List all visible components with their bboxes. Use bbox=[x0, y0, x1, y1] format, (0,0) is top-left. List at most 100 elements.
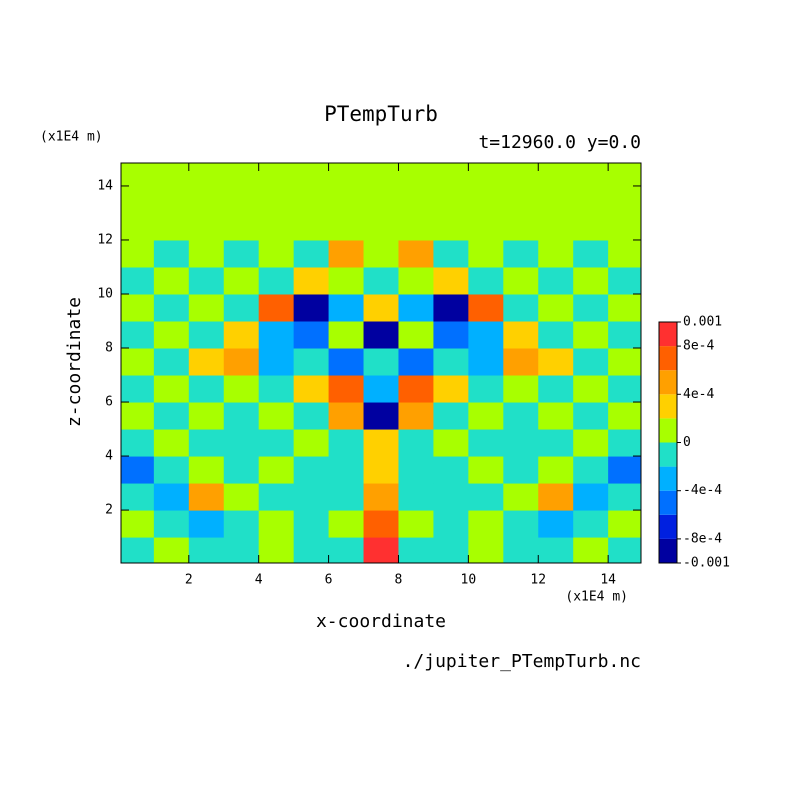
cell bbox=[573, 239, 609, 268]
cell bbox=[188, 402, 225, 430]
cell bbox=[503, 239, 539, 268]
cell bbox=[153, 212, 190, 241]
cell bbox=[121, 321, 155, 349]
cell bbox=[538, 402, 574, 430]
cell bbox=[293, 266, 330, 295]
cell bbox=[433, 537, 469, 563]
cell bbox=[153, 348, 190, 376]
cell bbox=[538, 212, 574, 241]
cell bbox=[608, 348, 641, 376]
cell bbox=[503, 429, 539, 457]
cell bbox=[363, 375, 399, 403]
cell bbox=[503, 456, 539, 484]
cell bbox=[503, 163, 539, 187]
cell bbox=[121, 429, 155, 457]
cell bbox=[608, 185, 641, 214]
cell bbox=[121, 212, 155, 241]
cell bbox=[538, 239, 574, 268]
cell bbox=[468, 510, 504, 538]
cell bbox=[363, 163, 399, 187]
cell bbox=[363, 321, 399, 349]
cell bbox=[223, 348, 260, 376]
cell bbox=[608, 266, 641, 295]
cell bbox=[293, 375, 330, 403]
y-tick-label: 6 bbox=[105, 395, 113, 410]
cell bbox=[223, 456, 260, 484]
cell bbox=[258, 483, 295, 511]
cell bbox=[398, 429, 434, 457]
colorbar-band bbox=[659, 538, 677, 563]
cell bbox=[223, 266, 260, 295]
cell bbox=[433, 375, 469, 403]
cell bbox=[363, 185, 399, 214]
cell bbox=[538, 185, 574, 214]
cell bbox=[433, 429, 469, 457]
cell bbox=[608, 293, 641, 322]
cell bbox=[121, 348, 155, 376]
cell bbox=[188, 212, 225, 241]
cell bbox=[468, 456, 504, 484]
cell bbox=[468, 375, 504, 403]
cell bbox=[293, 163, 330, 187]
cell bbox=[608, 537, 641, 563]
cell bbox=[538, 348, 574, 376]
cell bbox=[328, 348, 365, 376]
cell bbox=[121, 266, 155, 295]
cell bbox=[363, 348, 399, 376]
cell bbox=[573, 348, 609, 376]
cell bbox=[293, 456, 330, 484]
cell bbox=[433, 185, 469, 214]
cell bbox=[223, 163, 260, 187]
cell bbox=[121, 402, 155, 430]
cell bbox=[328, 212, 365, 241]
cell bbox=[121, 293, 155, 322]
cell bbox=[188, 239, 225, 268]
cell bbox=[433, 266, 469, 295]
cell bbox=[398, 321, 434, 349]
cell bbox=[328, 429, 365, 457]
cell bbox=[153, 537, 190, 563]
x-tick-label: 2 bbox=[185, 573, 193, 588]
cell bbox=[573, 293, 609, 322]
source: ./jupiter_PTempTurb.nc bbox=[403, 651, 641, 672]
cell bbox=[468, 348, 504, 376]
cell bbox=[503, 348, 539, 376]
cell bbox=[608, 321, 641, 349]
cell bbox=[608, 163, 641, 187]
cell bbox=[468, 429, 504, 457]
cell bbox=[363, 537, 399, 563]
cell bbox=[293, 348, 330, 376]
cell bbox=[503, 185, 539, 214]
cell bbox=[258, 375, 295, 403]
cell bbox=[573, 212, 609, 241]
cell bbox=[363, 429, 399, 457]
cell bbox=[328, 375, 365, 403]
cell bbox=[328, 402, 365, 430]
cell bbox=[258, 293, 295, 322]
cell bbox=[153, 185, 190, 214]
cell bbox=[121, 456, 155, 484]
x-tick-label: 6 bbox=[325, 573, 333, 588]
cell bbox=[258, 163, 295, 187]
cell bbox=[188, 321, 225, 349]
colorbar-band bbox=[659, 442, 677, 467]
cell bbox=[468, 483, 504, 511]
cell bbox=[503, 510, 539, 538]
cell bbox=[538, 266, 574, 295]
subtitle: t=12960.0 y=0.0 bbox=[478, 132, 641, 153]
colorbar-band bbox=[659, 346, 677, 371]
x-unit: (x1E4 m) bbox=[565, 590, 628, 605]
cell bbox=[573, 537, 609, 563]
cell bbox=[188, 348, 225, 376]
cell bbox=[608, 429, 641, 457]
cell bbox=[398, 212, 434, 241]
cell bbox=[398, 456, 434, 484]
colorbar-tick-label: -4e-4 bbox=[683, 483, 722, 498]
cell bbox=[223, 402, 260, 430]
cell bbox=[503, 266, 539, 295]
cell bbox=[153, 510, 190, 538]
cell bbox=[398, 348, 434, 376]
cell bbox=[258, 510, 295, 538]
cell bbox=[293, 483, 330, 511]
